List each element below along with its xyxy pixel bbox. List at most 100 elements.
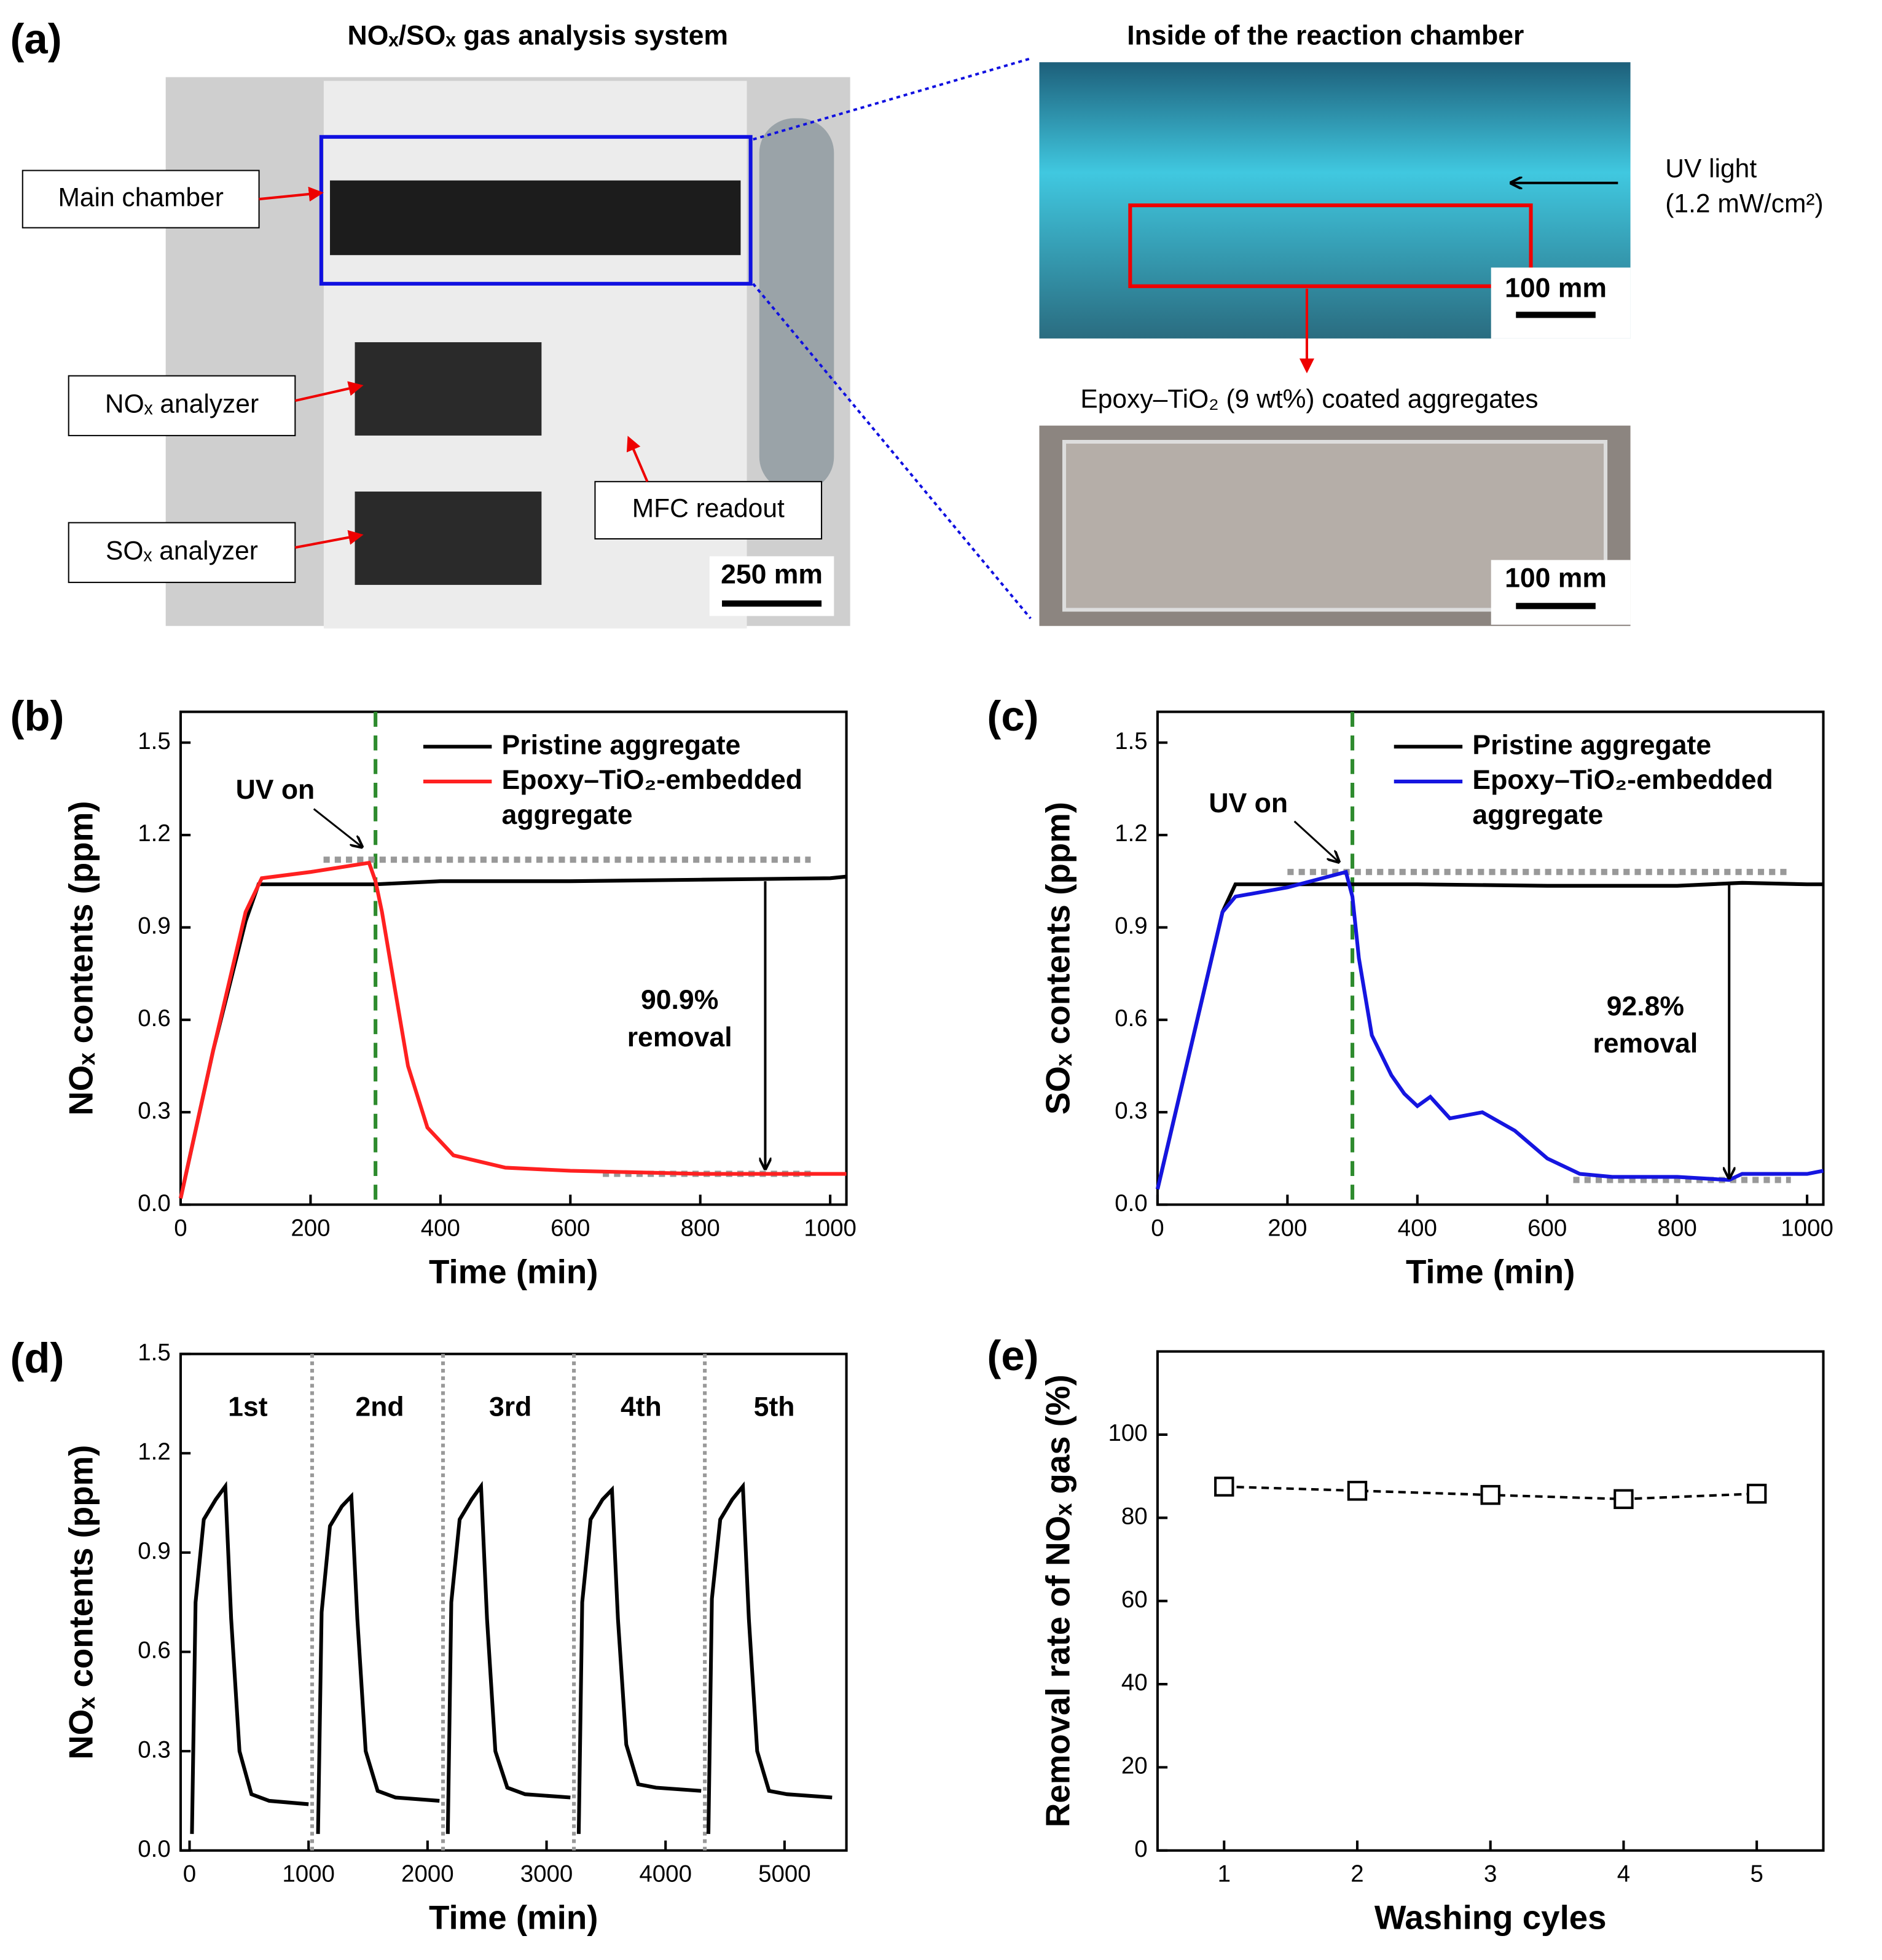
y-tick-label: 20 [1121, 1753, 1148, 1779]
series-line [1155, 869, 1824, 1190]
y-tick-label: 80 [1121, 1503, 1148, 1529]
label: UV light [1665, 154, 1757, 184]
y-tick-label: 1.2 [1115, 820, 1147, 847]
x-tick-label: 800 [681, 1215, 720, 1241]
x-tick-label: 5 [1750, 1860, 1763, 1887]
x-tick-label: 200 [1268, 1215, 1307, 1241]
annotation: UV on [236, 775, 315, 805]
highlight-box [1128, 203, 1533, 288]
annotation: 90.9% [641, 985, 718, 1015]
y-tick-label: 1.5 [138, 728, 170, 755]
panel-label: (a) [10, 15, 62, 63]
pointer [259, 186, 324, 202]
photo-title: NOₓ/SOₓ gas analysis system [348, 21, 728, 51]
y-tick-label: 1.5 [1115, 728, 1147, 755]
x-tick-label: 400 [1398, 1215, 1437, 1241]
y-axis-label: Removal rate of NOₓ gas (%) [1038, 1374, 1076, 1827]
plot-frame [1156, 1350, 1825, 1852]
scale-label: 250 mm [721, 560, 823, 590]
x-tick-label: 2 [1351, 1860, 1363, 1887]
scale-label: 100 mm [1505, 273, 1607, 304]
x-tick-label: 600 [551, 1215, 590, 1241]
label: MFC readout [632, 494, 785, 523]
x-axis-label: Time (min) [429, 1252, 598, 1290]
y-tick-label: 40 [1121, 1669, 1148, 1696]
pointer [626, 436, 649, 482]
highlight-box [319, 135, 753, 286]
x-tick-label: 5000 [758, 1860, 811, 1887]
x-tick-label: 800 [1658, 1215, 1697, 1241]
panel-label: (b) [10, 692, 65, 740]
series-line [190, 1481, 833, 1834]
x-tick-label: 400 [421, 1215, 460, 1241]
y-tick-label: 0.0 [1115, 1190, 1147, 1217]
y-tick-label: 0.9 [138, 913, 170, 939]
x-tick-label: 200 [291, 1215, 330, 1241]
label: NOₓ analyzer [105, 390, 259, 419]
legend-text: Epoxy–TiO₂-embedded aggregate [1472, 764, 1773, 830]
y-tick-label: 0.3 [1115, 1097, 1147, 1124]
marker [1347, 1481, 1368, 1501]
marker [1214, 1476, 1234, 1497]
x-tick-label: 1 [1218, 1860, 1231, 1887]
photo-window [330, 180, 741, 256]
photo-analyzer [355, 492, 542, 585]
plot-frame [179, 1352, 848, 1852]
y-tick-label: 0.3 [138, 1736, 170, 1763]
y-tick-label: 1.5 [138, 1339, 170, 1366]
marker [1746, 1483, 1767, 1504]
annotation: 92.8% [1607, 991, 1684, 1021]
series-line [179, 874, 847, 1199]
panel-label: (d) [10, 1335, 65, 1382]
photo-title: Inside of the reaction chamber [1127, 21, 1524, 51]
label: Main chamber [58, 182, 223, 212]
y-axis-label: NOₓ contents (ppm) [61, 801, 100, 1116]
legend-text: Epoxy–TiO₂-embedded aggregate [501, 764, 802, 830]
y-tick-label: 0.6 [138, 1005, 170, 1032]
label-box [22, 170, 260, 229]
annotation: 2nd [355, 1392, 404, 1422]
x-tick-label: 600 [1527, 1215, 1567, 1241]
y-tick-label: 0.9 [1115, 913, 1147, 939]
x-tick-label: 1000 [282, 1860, 335, 1887]
series-line [179, 860, 847, 1199]
marker [1480, 1484, 1500, 1505]
uv-pointer [313, 808, 361, 847]
legend-entry: Pristine aggregate [1472, 729, 1712, 761]
annotation: removal [1593, 1029, 1698, 1059]
plot-frame [179, 710, 848, 1206]
x-tick-label: 3000 [520, 1860, 573, 1887]
y-tick-label: 0.0 [138, 1836, 170, 1862]
photo-analyzer [355, 342, 542, 436]
legend-text: Pristine aggregate [1472, 729, 1712, 761]
x-tick-label: 0 [183, 1860, 196, 1887]
y-tick-label: 1.2 [138, 1438, 170, 1465]
y-tick-label: 0.0 [138, 1190, 170, 1217]
x-tick-label: 3 [1484, 1860, 1497, 1887]
x-tick-label: 4 [1617, 1860, 1630, 1887]
pointer [294, 530, 364, 549]
label-box [68, 522, 296, 583]
photo-cylinder [759, 118, 834, 492]
series-line [1155, 880, 1824, 1190]
x-tick-label: 0 [174, 1215, 187, 1241]
label: SOₓ analyzer [106, 536, 258, 566]
caption: Epoxy–TiO₂ (9 wt%) coated aggregates [1080, 384, 1538, 414]
y-tick-label: 0 [1134, 1836, 1147, 1862]
y-tick-label: 0.3 [138, 1097, 170, 1124]
x-axis-label: Washing cyles [1374, 1899, 1607, 1937]
label: (1.2 mW/cm²) [1665, 189, 1823, 218]
y-tick-label: 100 [1108, 1420, 1148, 1446]
x-tick-label: 1000 [1781, 1215, 1833, 1241]
panel-label: (c) [987, 692, 1038, 740]
x-tick-label: 1000 [804, 1215, 857, 1241]
annotation: 4th [621, 1392, 662, 1422]
y-tick-label: 0.6 [138, 1637, 170, 1664]
scale-box [1491, 267, 1631, 339]
legend-entry: Epoxy–TiO₂-embedded aggregate [501, 764, 802, 830]
pointer [294, 381, 364, 402]
annotation: UV on [1209, 788, 1288, 818]
y-axis-label: NOₓ contents (ppm) [61, 1445, 100, 1760]
label-box [594, 480, 823, 540]
